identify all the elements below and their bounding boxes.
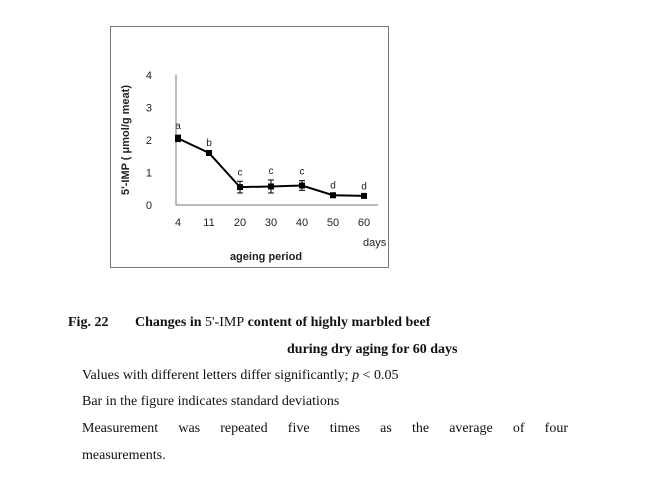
p-symbol: p: [352, 368, 360, 383]
x-tick-label: 60: [358, 217, 370, 229]
y-tick-label: 0: [146, 200, 152, 212]
figure-caption-line-2: during dry aging for 60 days: [287, 342, 458, 357]
measurement-note: Measurement was repeated five times as t…: [82, 421, 568, 436]
y-axis-title: 5'-IMP ( μmol/g meat): [120, 85, 132, 195]
series-layer: a b c c c d d: [175, 121, 367, 199]
x-tick-label: 50: [327, 217, 339, 229]
data-point-marker: [175, 135, 181, 142]
caption-compound: 5'-IMP: [205, 315, 245, 330]
x-axis-ticks: 4 11 20 30 40 50 60: [175, 217, 370, 229]
data-point-marker: [206, 150, 212, 156]
data-point-marker: [237, 184, 243, 191]
y-tick-label: 2: [146, 135, 152, 147]
significance-prefix: Values with different letters differ sig…: [82, 368, 353, 383]
y-tick-label: 3: [146, 103, 152, 115]
x-tick-label: 11: [203, 217, 214, 229]
y-tick-label: 4: [146, 70, 152, 82]
x-tick-label: 4: [175, 217, 181, 229]
error-bar-note: Bar in the figure indicates standard dev…: [82, 394, 340, 409]
data-point-marker: [361, 192, 367, 199]
significance-letter: a: [175, 121, 181, 132]
significance-letter: c: [238, 167, 243, 178]
significance-letter: c: [269, 166, 274, 177]
significance-letter: c: [300, 167, 305, 178]
x-tick-label: 20: [234, 217, 246, 229]
figure-number: Fig. 22: [68, 315, 109, 330]
significance-letter: b: [206, 138, 212, 149]
x-axis-title: ageing period: [230, 251, 302, 263]
y-axis-ticks: 0 1 2 3 4: [146, 70, 152, 212]
significance-letter: d: [330, 180, 336, 191]
figure-caption: Fig. 22 Changes in 5'-IMP content of high…: [68, 315, 430, 331]
x-tick-label: 30: [265, 217, 277, 229]
data-point-marker: [330, 192, 336, 199]
significance-suffix: < 0.05: [359, 368, 399, 383]
significance-letter: d: [361, 181, 367, 192]
measurement-note-continued: measurements.: [82, 448, 166, 463]
data-point-marker: [299, 182, 305, 189]
caption-suffix: content of highly marbled beef: [244, 315, 431, 330]
x-tick-label: 40: [296, 217, 308, 229]
y-tick-label: 1: [146, 168, 152, 180]
significance-note: Values with different letters differ sig…: [82, 368, 398, 384]
chart: 0 1 2 3 4 4 11 20 30 40 50 60 a b c c c d d days ageing …: [120, 70, 387, 263]
x-unit-label: days: [363, 237, 387, 249]
caption-prefix: Changes in: [135, 315, 206, 330]
chart-frame: 0 1 2 3 4 4 11 20 30 40 50 60 a b c c c d d days ageing …: [110, 26, 389, 268]
data-point-marker: [268, 183, 274, 190]
